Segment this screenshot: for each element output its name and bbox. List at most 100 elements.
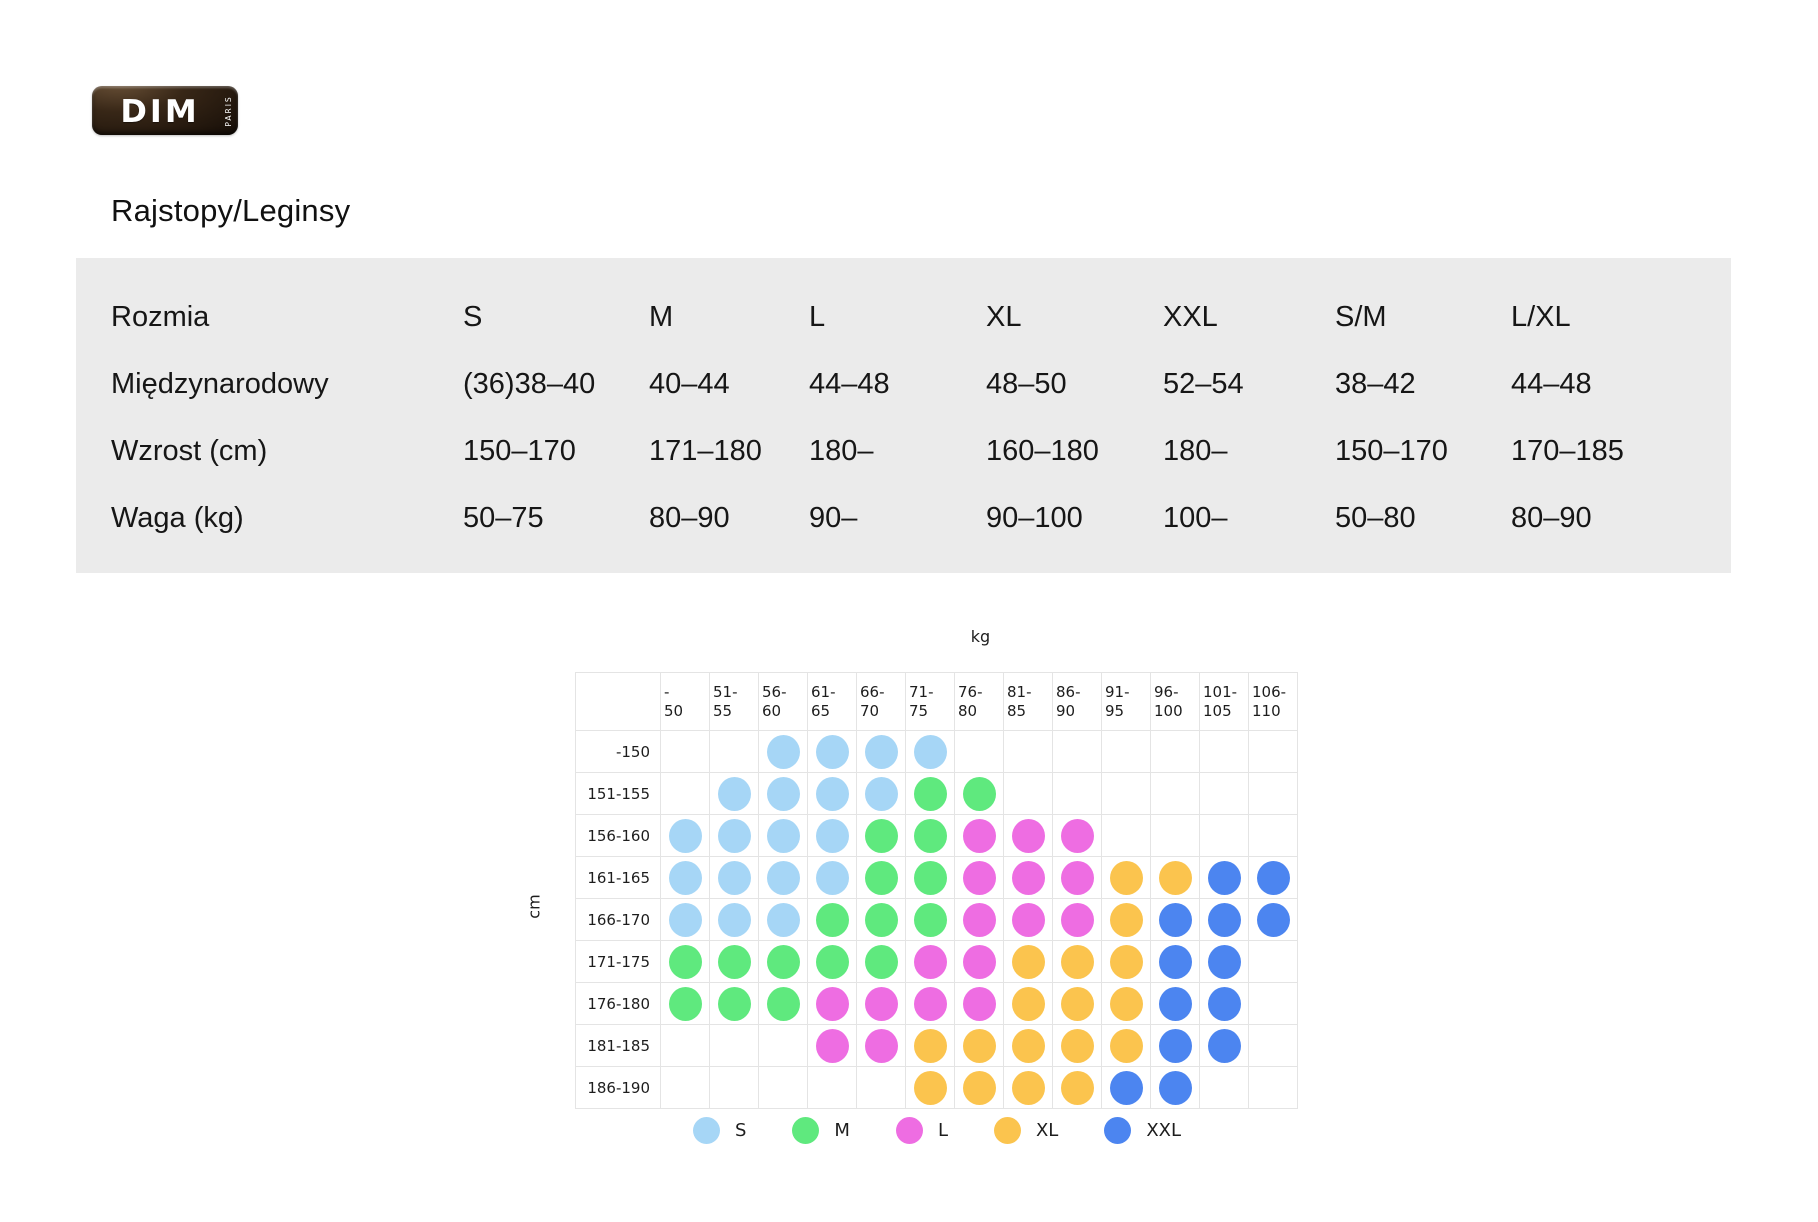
size-dot-l <box>815 986 849 1021</box>
size-dot-s <box>815 734 849 769</box>
weight-bin-label: 101- 105 <box>1199 672 1249 731</box>
grid-row: -150 <box>575 730 1298 773</box>
size-grid-cell <box>1101 898 1151 941</box>
size-dot-m <box>766 944 800 979</box>
size-grid-cell <box>1003 814 1053 857</box>
size-grid-cell <box>758 898 808 941</box>
size-grid-cell <box>1199 772 1249 815</box>
size-grid-cell <box>905 814 955 857</box>
size-grid-cell <box>1101 982 1151 1025</box>
size-grid-cell <box>709 1066 759 1109</box>
size-grid-cell <box>1052 982 1102 1025</box>
size-grid-cell <box>1052 1024 1102 1067</box>
size-grid-cell <box>1248 730 1298 773</box>
legend-label: M <box>834 1120 850 1141</box>
size-grid-cell <box>709 772 759 815</box>
weight-bin-label: 96- 100 <box>1150 672 1200 731</box>
size-dot-m <box>913 776 947 811</box>
size-grid-cell <box>758 856 808 899</box>
size-dot-s <box>766 902 800 937</box>
size-grid-cell <box>758 772 808 815</box>
size-grid-cell <box>660 1024 710 1067</box>
grid-row: 156-160 <box>575 814 1298 857</box>
size-dot-m <box>864 902 898 937</box>
legend-dot-m <box>792 1117 820 1144</box>
size-table-value: 44–48 <box>1511 368 1592 400</box>
size-grid-cell <box>807 898 857 941</box>
size-grid-cell <box>758 1024 808 1067</box>
size-dot-xl <box>1109 1028 1143 1063</box>
size-grid-cell <box>1150 856 1200 899</box>
size-dot-l <box>1011 902 1045 937</box>
size-dot-m <box>668 986 702 1021</box>
brand-logo-subtitle: PARIS <box>223 94 233 127</box>
size-grid-cell <box>856 814 906 857</box>
size-grid-cell <box>1150 1066 1200 1109</box>
size-grid-cell <box>1003 1066 1053 1109</box>
size-grid-cell <box>1052 814 1102 857</box>
size-grid-cell <box>1003 1024 1053 1067</box>
size-grid-cell <box>1101 772 1151 815</box>
size-grid-cell <box>1052 1066 1102 1109</box>
size-dot-xxl <box>1207 986 1241 1021</box>
size-table-value: 80–90 <box>649 502 730 534</box>
legend-label: L <box>937 1120 948 1141</box>
weight-bin-label: 86- 90 <box>1052 672 1102 731</box>
size-table-value: S/M <box>1335 301 1387 333</box>
size-grid-cell <box>807 730 857 773</box>
size-dot-s <box>668 902 702 937</box>
size-table-value: 170–185 <box>1511 435 1624 467</box>
size-grid-cell <box>954 772 1004 815</box>
size-grid-cell <box>1248 814 1298 857</box>
size-table-value: 100– <box>1163 502 1228 534</box>
size-table-value: L <box>809 301 826 333</box>
size-grid-cell <box>1003 730 1053 773</box>
size-dot-m <box>913 860 947 895</box>
size-table-value: 160–180 <box>986 435 1099 467</box>
size-dot-l <box>1011 818 1045 853</box>
size-dot-xl <box>913 1028 947 1063</box>
size-table-value: 48–50 <box>986 368 1067 400</box>
size-dot-xl <box>913 1070 947 1105</box>
grid-row: 161-165 <box>575 856 1298 899</box>
size-dot-l <box>962 944 996 979</box>
size-grid-cell <box>1003 856 1053 899</box>
size-dot-l <box>913 986 947 1021</box>
size-grid-cell <box>709 730 759 773</box>
size-grid-cell <box>660 856 710 899</box>
size-grid-cell <box>905 856 955 899</box>
size-grid-cell <box>856 1024 906 1067</box>
legend-item-xl: XL <box>993 1117 1058 1144</box>
size-dot-s <box>864 734 898 769</box>
grid-corner-cell <box>575 672 661 731</box>
size-dot-m <box>668 944 702 979</box>
size-grid-cell <box>1052 940 1102 983</box>
size-grid-cell <box>807 982 857 1025</box>
size-table-row-label: Waga (kg) <box>111 502 244 534</box>
size-grid-cell <box>905 730 955 773</box>
size-dot-s <box>766 776 800 811</box>
grid-row: 186-190 <box>575 1066 1298 1109</box>
size-table-value: 150–170 <box>1335 435 1448 467</box>
size-grid-cell <box>758 730 808 773</box>
size-dot-xl <box>962 1070 996 1105</box>
legend-dot-l <box>895 1117 923 1144</box>
size-dot-s <box>668 818 702 853</box>
size-table-row: Międzynarodowy (36)38–40 40–44 44–48 48–50 52… <box>111 351 1731 418</box>
size-grid-cell <box>660 898 710 941</box>
size-grid-cell <box>856 898 906 941</box>
size-dot-xl <box>1011 986 1045 1021</box>
size-grid-cell <box>758 814 808 857</box>
size-grid-cell <box>709 856 759 899</box>
legend-dot-s <box>692 1117 720 1144</box>
size-grid-cell <box>1199 940 1249 983</box>
size-table-header-row: Rozmia S M L XL XXL S/M L/XL <box>111 284 1731 351</box>
size-grid-cell <box>905 1066 955 1109</box>
size-table-value: 52–54 <box>1163 368 1244 400</box>
size-table-value: 44–48 <box>809 368 890 400</box>
size-dot-xl <box>962 1028 996 1063</box>
size-dot-xxl <box>1207 860 1241 895</box>
size-dot-xxl <box>1207 1028 1241 1063</box>
size-dot-l <box>1011 860 1045 895</box>
size-dot-xl <box>1060 944 1094 979</box>
